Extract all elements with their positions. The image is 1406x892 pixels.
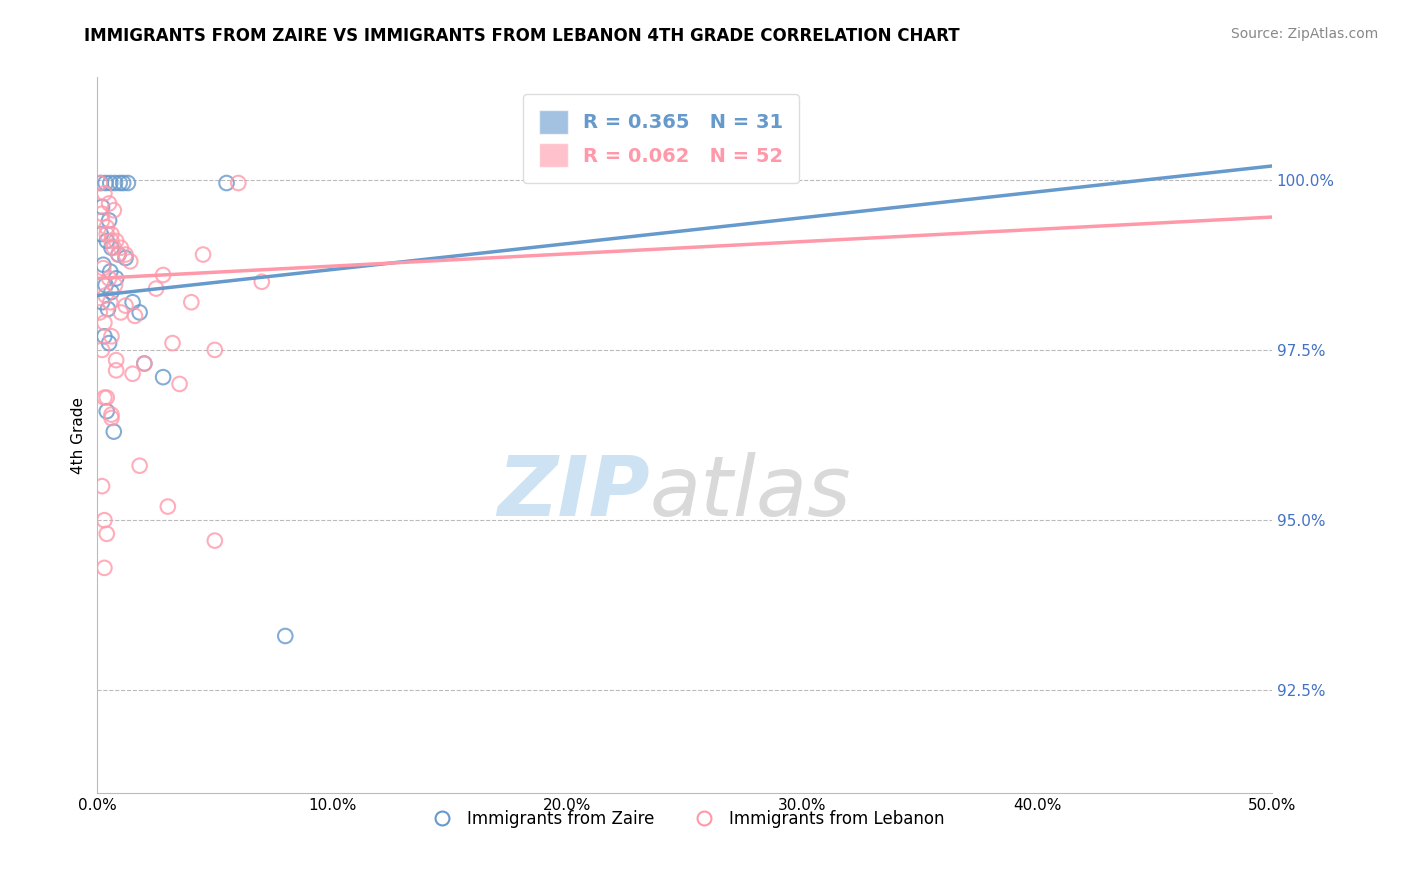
Point [152, 370, 174, 384]
Point [104, 176, 127, 190]
Point [98, 196, 121, 211]
Point [96, 526, 118, 541]
Point [96, 391, 118, 405]
Point [134, 357, 156, 371]
Point [93, 316, 115, 330]
Point [104, 278, 127, 293]
Text: ZIP: ZIP [496, 451, 650, 533]
Point [226, 176, 249, 190]
Point [156, 500, 179, 514]
Point [100, 285, 122, 299]
Point [98, 271, 121, 285]
Point [97, 301, 120, 316]
Point [110, 241, 132, 255]
Legend: Immigrants from Zaire, Immigrants from Lebanon: Immigrants from Zaire, Immigrants from L… [418, 803, 950, 834]
Point [105, 353, 128, 368]
Point [94, 278, 117, 293]
Point [145, 282, 167, 296]
Point [96, 220, 118, 235]
Point [98, 336, 121, 351]
Point [94, 176, 117, 190]
Point [100, 408, 122, 422]
Point [121, 367, 143, 381]
Point [121, 295, 143, 310]
Point [114, 251, 136, 265]
Point [91, 213, 114, 227]
Point [162, 336, 184, 351]
Point [108, 176, 131, 190]
Point [98, 213, 121, 227]
Point [100, 329, 122, 343]
Point [90, 227, 112, 241]
Point [89, 305, 111, 319]
Point [91, 261, 114, 276]
Point [91, 258, 114, 272]
Point [93, 329, 115, 343]
Point [100, 241, 122, 255]
Point [93, 513, 115, 527]
Y-axis label: 4th Grade: 4th Grade [72, 397, 86, 474]
Point [114, 247, 136, 261]
Point [152, 268, 174, 282]
Point [100, 234, 122, 248]
Point [204, 343, 226, 357]
Point [94, 288, 117, 302]
Text: atlas: atlas [650, 451, 851, 533]
Point [274, 629, 297, 643]
Point [169, 376, 191, 391]
Point [105, 271, 128, 285]
Point [91, 207, 114, 221]
Point [204, 533, 226, 548]
Point [215, 176, 238, 190]
Point [98, 176, 121, 190]
Point [91, 200, 114, 214]
Point [93, 186, 115, 201]
Point [124, 309, 146, 323]
Point [89, 176, 111, 190]
Point [128, 458, 150, 473]
Point [107, 247, 129, 261]
Point [128, 305, 150, 319]
Point [134, 357, 156, 371]
Point [100, 411, 122, 425]
Point [98, 295, 121, 310]
Point [107, 247, 129, 261]
Point [91, 479, 114, 493]
Point [96, 227, 118, 241]
Point [103, 203, 125, 218]
Point [114, 299, 136, 313]
Point [98, 264, 121, 278]
Point [110, 305, 132, 319]
Point [96, 234, 118, 248]
Text: Source: ZipAtlas.com: Source: ZipAtlas.com [1230, 27, 1378, 41]
Point [191, 247, 214, 261]
Point [91, 343, 114, 357]
Point [117, 176, 139, 190]
Point [250, 275, 273, 289]
Point [120, 254, 142, 268]
Point [93, 391, 115, 405]
Text: IMMIGRANTS FROM ZAIRE VS IMMIGRANTS FROM LEBANON 4TH GRADE CORRELATION CHART: IMMIGRANTS FROM ZAIRE VS IMMIGRANTS FROM… [84, 27, 960, 45]
Point [112, 176, 135, 190]
Point [93, 561, 115, 575]
Point [90, 176, 112, 190]
Point [91, 295, 114, 310]
Point [96, 404, 118, 418]
Point [103, 241, 125, 255]
Point [180, 295, 202, 310]
Point [105, 363, 128, 377]
Point [100, 227, 122, 241]
Point [105, 234, 128, 248]
Point [103, 425, 125, 439]
